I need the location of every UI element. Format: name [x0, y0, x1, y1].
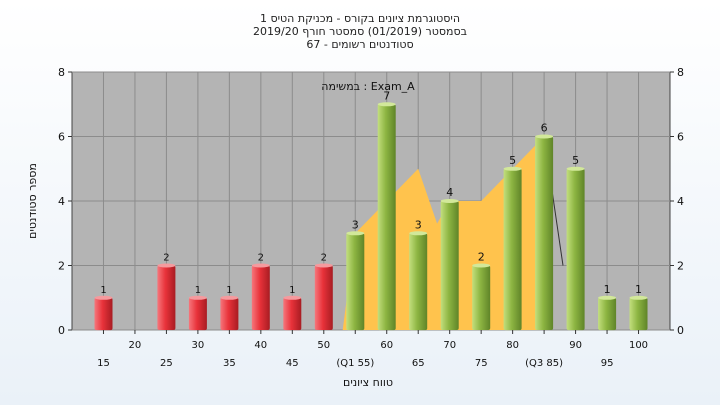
y-tick-label-left: 4 — [58, 195, 65, 208]
bar-cap-40 — [251, 263, 270, 268]
bar-label-50: 2 — [321, 253, 327, 264]
bar-cap-100 — [629, 295, 648, 300]
bar-label-80: 5 — [509, 154, 516, 167]
x-tick-label: 100 — [629, 340, 648, 351]
bar-label-45: 1 — [289, 285, 295, 296]
bar-label-75: 2 — [478, 251, 485, 264]
y-tick-label-left: 6 — [58, 131, 65, 144]
bar-cap-60 — [377, 102, 396, 107]
x-tick-label: 95 — [601, 358, 614, 369]
y-tick-label-right: 6 — [677, 131, 684, 144]
bars — [94, 102, 648, 331]
bar-cap-90 — [566, 166, 585, 171]
x-tick-label: 15 — [97, 358, 110, 369]
y-tick-label-left: 2 — [58, 260, 65, 273]
bar-85 — [535, 136, 554, 330]
bar-label-95: 1 — [604, 283, 611, 296]
bar-label-100: 1 — [635, 283, 642, 296]
bar-60 — [377, 104, 396, 331]
bar-value-labels: 1 2 1 1 2 1 2 3 7 3 4 2 5 6 5 1 1 — [100, 89, 642, 295]
bar-70 — [440, 201, 459, 330]
bar-100 — [629, 297, 648, 331]
bar-95 — [598, 297, 617, 331]
bar-label-85: 6 — [541, 122, 548, 135]
bar-label-40: 2 — [258, 253, 264, 264]
bar-label-25: 2 — [163, 253, 169, 264]
chart-title: היסטוגרמת ציונים בקורס - מכניקת הטיס 1 ב… — [253, 12, 467, 51]
bar-label-55: 3 — [352, 218, 359, 231]
y-tick-label-right: 0 — [677, 324, 684, 337]
x-tick-label: 70 — [443, 340, 456, 351]
bar-cap-80 — [503, 166, 522, 171]
bar-label-60: 7 — [383, 89, 390, 102]
bar-90 — [566, 168, 585, 331]
bar-label-35: 1 — [226, 285, 232, 296]
bar-25 — [157, 265, 176, 330]
x-tick-label: (Q3 85) — [525, 358, 563, 369]
x-tick-label: 90 — [569, 340, 582, 351]
x-tick-label: 60 — [380, 340, 393, 351]
bar-cap-50 — [314, 263, 333, 268]
x-tick-label: 30 — [192, 340, 205, 351]
bar-label-30: 1 — [195, 285, 201, 296]
bar-30 — [188, 297, 207, 331]
bar-cap-70 — [440, 199, 459, 203]
bar-50 — [314, 265, 333, 330]
y-axis-right: 0 2 4 6 8 — [670, 66, 684, 337]
x-tick-label: (Q1 55) — [336, 358, 374, 369]
bar-label-90: 5 — [572, 154, 579, 167]
title-line-2: בסמסטר (01/2019) סמסטר חורף 2019/20 — [253, 25, 467, 38]
x-tick-label: 75 — [475, 358, 488, 369]
title-line-3: סטודנטים רשומים - 67 — [306, 38, 413, 51]
x-tick-label: 65 — [412, 358, 425, 369]
bar-75 — [472, 265, 491, 330]
bar-label-15: 1 — [100, 285, 106, 296]
bar-label-65: 3 — [415, 218, 422, 231]
bar-cap-45 — [283, 295, 302, 300]
bar-cap-95 — [598, 295, 617, 300]
x-tick-label: 35 — [223, 358, 236, 369]
y-tick-label-left: 0 — [58, 324, 65, 337]
bar-45 — [283, 297, 302, 331]
bar-cap-35 — [220, 295, 239, 300]
bar-cap-85 — [535, 134, 554, 139]
y-axis-left: 0 2 4 6 8 — [58, 66, 72, 337]
title-line-1: היסטוגרמת ציונים בקורס - מכניקת הטיס 1 — [260, 12, 460, 25]
bar-55 — [346, 233, 365, 331]
bar-35 — [220, 297, 239, 331]
y-tick-label-right: 8 — [677, 66, 684, 79]
annotation-label: במשימה : Exam_A — [321, 80, 415, 93]
x-tick-label: 50 — [317, 340, 330, 351]
y-axis-label: מספר סטודנטים — [26, 163, 39, 239]
x-tick-label: 45 — [286, 358, 299, 369]
y-tick-label-right: 4 — [677, 195, 684, 208]
bar-cap-65 — [409, 231, 428, 236]
x-tick-label: 40 — [254, 340, 267, 351]
bar-cap-55 — [346, 231, 365, 236]
bar-label-70: 4 — [446, 186, 453, 199]
x-tick-label: 25 — [160, 358, 173, 369]
x-axis: 15 20 25 30 35 40 45 50 (Q1 55) 60 65 70 75 80 (Q3 85)… — [97, 330, 648, 369]
bar-15 — [94, 297, 113, 331]
bar-cap-75 — [472, 263, 491, 268]
y-tick-label-left: 8 — [58, 66, 65, 79]
bar-65 — [409, 233, 428, 331]
bar-80 — [503, 168, 522, 331]
bar-cap-30 — [188, 295, 207, 300]
bar-cap-15 — [94, 295, 113, 300]
x-tick-label: 20 — [129, 340, 142, 351]
bar-40 — [251, 265, 270, 330]
x-tick-label: 80 — [506, 340, 519, 351]
x-axis-label: טווח ציונים — [343, 376, 393, 389]
y-tick-label-right: 2 — [677, 260, 684, 273]
bar-cap-25 — [157, 263, 176, 268]
